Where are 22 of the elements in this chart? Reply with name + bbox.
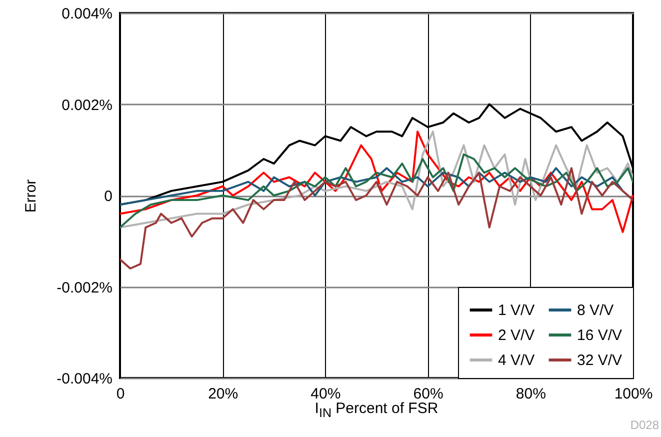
- x-tick-label: 60%: [413, 386, 444, 402]
- x-tick-label: 0: [116, 386, 125, 402]
- line-series: [120, 167, 633, 270]
- y-tick-label: 0: [104, 188, 112, 205]
- legend-label: 8 V/V: [577, 302, 614, 319]
- legend-label: 32 V/V: [577, 352, 622, 369]
- y-tick-label: -0.004%: [56, 370, 112, 388]
- y-axis-title: Error: [22, 179, 40, 213]
- legend-label: 16 V/V: [577, 327, 622, 344]
- legend-label: 1 V/V: [498, 302, 535, 319]
- x-tick-label: 80%: [516, 386, 546, 402]
- legend-label: 2 V/V: [498, 327, 535, 344]
- x-tick-label: 100%: [614, 386, 653, 402]
- x-tick-label: 40%: [310, 386, 341, 402]
- line-series: [120, 153, 633, 228]
- y-tick-label: 0.004%: [62, 6, 112, 22]
- x-tick-label: 20%: [208, 386, 238, 402]
- y-tick-label: 0.002%: [62, 96, 112, 114]
- y-tick-label: -0.002%: [56, 279, 112, 296]
- text: D028: [630, 418, 659, 432]
- legend-label: 4 V/V: [498, 352, 535, 369]
- x-axis-title: I$_{IN}$ Percent of FSR: [314, 400, 438, 420]
